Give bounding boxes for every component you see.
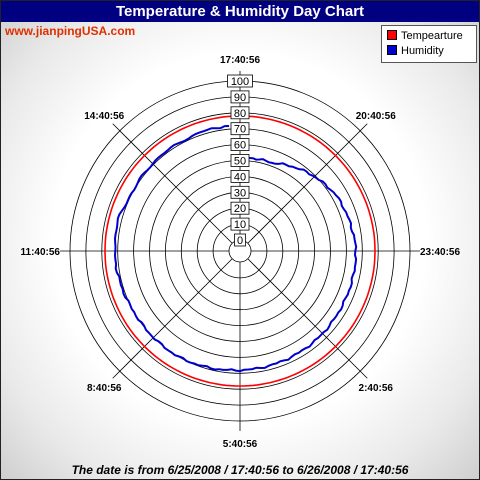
time-label: 11:40:56 bbox=[21, 247, 61, 258]
tick-label: 70 bbox=[234, 124, 246, 136]
time-label: 14:40:56 bbox=[84, 111, 124, 122]
tick-label-box bbox=[230, 90, 250, 104]
tick-label-box bbox=[234, 233, 246, 247]
tick-label: 30 bbox=[234, 187, 246, 199]
tick-label-box bbox=[230, 122, 250, 136]
series-line-temperature bbox=[104, 115, 376, 387]
series-line-humidity bbox=[113, 125, 358, 373]
tick-label-box bbox=[230, 217, 250, 231]
legend-swatch-humidity bbox=[387, 45, 397, 56]
time-label: 23:40:56 bbox=[420, 247, 460, 258]
legend-label-humidity: Humidity bbox=[401, 45, 444, 57]
tick-label: 50 bbox=[234, 156, 246, 168]
legend-label-temperature: Tempearture bbox=[401, 30, 463, 42]
time-label: 17:40:56 bbox=[220, 55, 260, 66]
time-label: 5:40:56 bbox=[223, 439, 258, 450]
tick-label: 0 bbox=[237, 235, 243, 247]
tick-label-box bbox=[230, 138, 250, 152]
tick-label-box bbox=[230, 185, 250, 199]
time-label: 2:40:56 bbox=[359, 383, 394, 394]
legend-item-humidity: Humidity bbox=[387, 44, 444, 58]
legend-swatch-temperature bbox=[387, 30, 397, 41]
legend: Tempearture Humidity bbox=[381, 25, 477, 63]
tick-label: 100 bbox=[231, 76, 249, 88]
tick-label-box bbox=[230, 154, 250, 167]
chart-title: Temperature & Humidity Day Chart bbox=[1, 1, 479, 22]
tick-label: 80 bbox=[234, 108, 246, 120]
tick-label: 10 bbox=[234, 219, 246, 231]
legend-item-temperature: Tempearture bbox=[387, 29, 463, 43]
tick-label-box bbox=[230, 106, 250, 120]
tick-label-box bbox=[227, 74, 253, 88]
tick-label: 60 bbox=[234, 140, 246, 152]
grid-spoke bbox=[247, 258, 368, 379]
date-range-footer: The date is from 6/25/2008 / 17:40:56 to… bbox=[71, 463, 409, 477]
tick-label: 40 bbox=[234, 171, 246, 183]
tick-label: 20 bbox=[234, 203, 246, 215]
tick-label: 90 bbox=[234, 92, 246, 104]
time-label: 20:40:56 bbox=[356, 111, 396, 122]
time-label: 8:40:56 bbox=[87, 383, 122, 394]
tick-label-box bbox=[230, 169, 250, 183]
grid-spoke bbox=[247, 123, 368, 244]
site-link[interactable]: www.jianpingUSA.com bbox=[5, 24, 136, 38]
tick-label-box bbox=[230, 201, 250, 215]
grid-spoke bbox=[112, 123, 233, 244]
grid-spoke bbox=[112, 258, 233, 379]
